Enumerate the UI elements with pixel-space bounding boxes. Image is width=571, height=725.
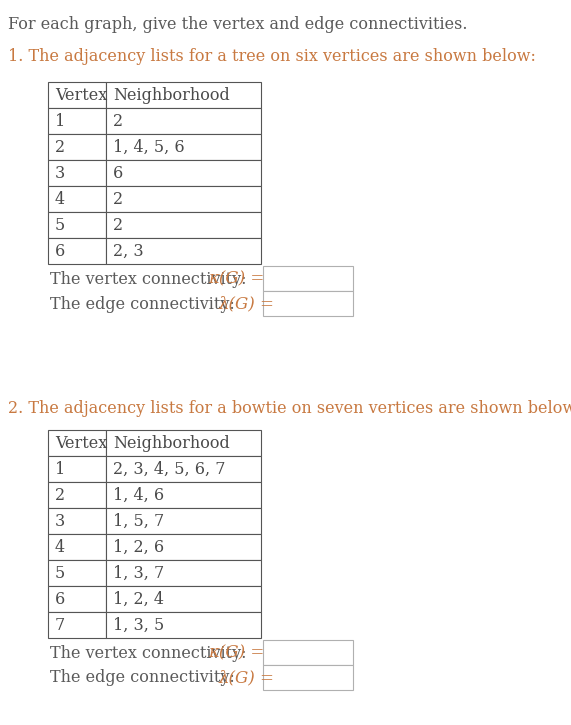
Bar [106,186,261,212]
Bar [263,291,353,316]
Text: 1. The adjacency lists for a tree on six vertices are shown below:: 1. The adjacency lists for a tree on six… [8,48,536,65]
Text: For each graph, give the vertex and edge connectivities.: For each graph, give the vertex and edge… [8,16,468,33]
Text: 6: 6 [55,590,65,608]
Text: 1: 1 [55,460,65,478]
Bar [48,482,106,508]
Text: 7: 7 [55,616,65,634]
Text: 5: 5 [55,565,65,581]
Text: 1, 2, 4: 1, 2, 4 [113,590,164,608]
Text: 2: 2 [113,112,123,130]
Bar [48,134,106,160]
Bar [106,212,261,238]
Bar [48,108,106,134]
Bar [48,186,106,212]
Text: Neighborhood: Neighborhood [113,434,230,452]
Bar [48,586,106,612]
Bar [106,612,261,638]
Text: λ(G) =: λ(G) = [219,669,275,687]
Text: 3: 3 [55,513,65,529]
Text: 2. The adjacency lists for a bowtie on seven vertices are shown below:: 2. The adjacency lists for a bowtie on s… [8,400,571,417]
Text: 2: 2 [113,191,123,207]
Bar [48,508,106,534]
Bar [106,238,261,264]
Text: 1: 1 [55,112,65,130]
Text: 1, 2, 6: 1, 2, 6 [113,539,164,555]
Bar [106,560,261,586]
Bar [263,266,353,291]
Bar [106,586,261,612]
Bar [48,430,106,456]
Bar [106,534,261,560]
Text: 3: 3 [55,165,65,181]
Text: κ(G) =: κ(G) = [208,270,264,288]
Text: 2: 2 [55,486,65,503]
Bar [263,640,353,665]
Text: 1, 4, 6: 1, 4, 6 [113,486,164,503]
Bar [106,82,261,108]
Text: Vertex: Vertex [55,86,107,104]
Text: Vertex: Vertex [55,434,107,452]
Text: 2, 3, 4, 5, 6, 7: 2, 3, 4, 5, 6, 7 [113,460,226,478]
Text: 1, 5, 7: 1, 5, 7 [113,513,164,529]
Bar [48,212,106,238]
Text: The vertex connectivity:: The vertex connectivity: [50,270,247,288]
Bar [106,456,261,482]
Bar [48,560,106,586]
Text: 1, 4, 5, 6: 1, 4, 5, 6 [113,138,184,155]
Text: 2, 3: 2, 3 [113,242,144,260]
Text: The edge connectivity:: The edge connectivity: [50,296,235,312]
Bar [48,534,106,560]
Text: κ(G) =: κ(G) = [208,645,264,661]
Text: The edge connectivity:: The edge connectivity: [50,669,235,687]
Text: 5: 5 [55,217,65,233]
Bar [106,430,261,456]
Bar [48,238,106,264]
Bar [106,108,261,134]
Bar [106,482,261,508]
Bar [263,665,353,690]
Text: 2: 2 [55,138,65,155]
Bar [106,134,261,160]
Bar [48,160,106,186]
Bar [48,612,106,638]
Bar [48,82,106,108]
Text: 1, 3, 7: 1, 3, 7 [113,565,164,581]
Text: 2: 2 [113,217,123,233]
Text: The vertex connectivity:: The vertex connectivity: [50,645,247,661]
Text: 4: 4 [55,191,65,207]
Text: 4: 4 [55,539,65,555]
Bar [106,160,261,186]
Text: 6: 6 [113,165,123,181]
Bar [106,508,261,534]
Text: 6: 6 [55,242,65,260]
Text: λ(G) =: λ(G) = [219,296,275,312]
Text: 1, 3, 5: 1, 3, 5 [113,616,164,634]
Text: Neighborhood: Neighborhood [113,86,230,104]
Bar [48,456,106,482]
